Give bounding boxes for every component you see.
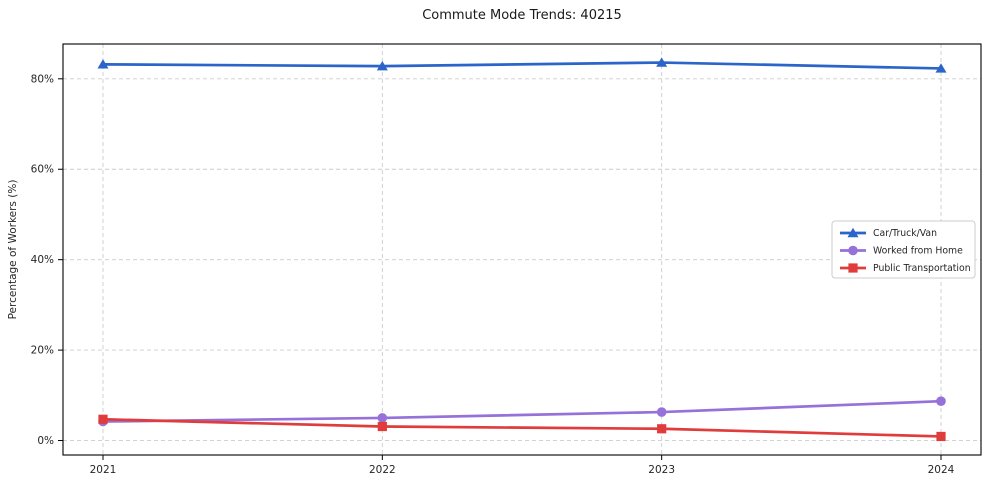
x-axis: 2021 2022 2023 2024 [90,455,955,476]
legend-entry-car-truck-van: Car/Truck/Van [840,227,937,239]
triangle-marker [97,59,109,69]
y-tick-label: 60% [31,164,54,176]
x-tick-label: 2024 [928,464,955,476]
series-line [101,61,943,70]
square-marker [377,421,387,432]
legend-entry-worked-from-home: Worked from Home [840,245,963,257]
series-car-truck-van [97,57,947,73]
series-line [101,399,943,423]
y-tick-label: 80% [31,73,54,85]
y-tick-label: 20% [31,345,54,357]
circle-marker [377,413,388,423]
square-marker [98,414,108,424]
legend: Car/Truck/Van Worked from Home Public Tran… [831,220,976,279]
y-axis: 0% 20% 40% 60% 80% Percentage of Workers (%) [7,73,63,447]
series-line [101,417,943,438]
square-marker [657,424,667,434]
square-marker [936,431,946,442]
y-tick-label: 40% [31,254,54,266]
legend-label: Car/Truck/Van [873,228,937,239]
y-tick-label: 0% [37,435,54,447]
legend-label: Worked from Home [873,246,963,257]
triangle-marker [935,63,947,73]
legend-entry-public-transportation: Public Transportation [840,263,971,274]
chart-title: Commute Mode Trends: 40215 [422,8,622,23]
circle-marker [656,407,667,417]
legend-box [831,220,976,279]
x-tick-label: 2023 [648,464,675,476]
triangle-marker [376,60,388,71]
square-marker [848,263,858,273]
legend-label: Public Transportation [873,263,971,274]
triangle-marker [656,57,668,67]
x-tick-label: 2022 [369,464,396,476]
plot-frame [62,43,982,456]
circle-marker [936,396,946,406]
series-public-transportation [98,414,946,442]
circle-marker [848,245,858,256]
y-axis-title: Percentage of Workers (%) [7,180,19,320]
x-tick-label: 2021 [90,464,117,476]
triangle-marker [847,227,859,238]
